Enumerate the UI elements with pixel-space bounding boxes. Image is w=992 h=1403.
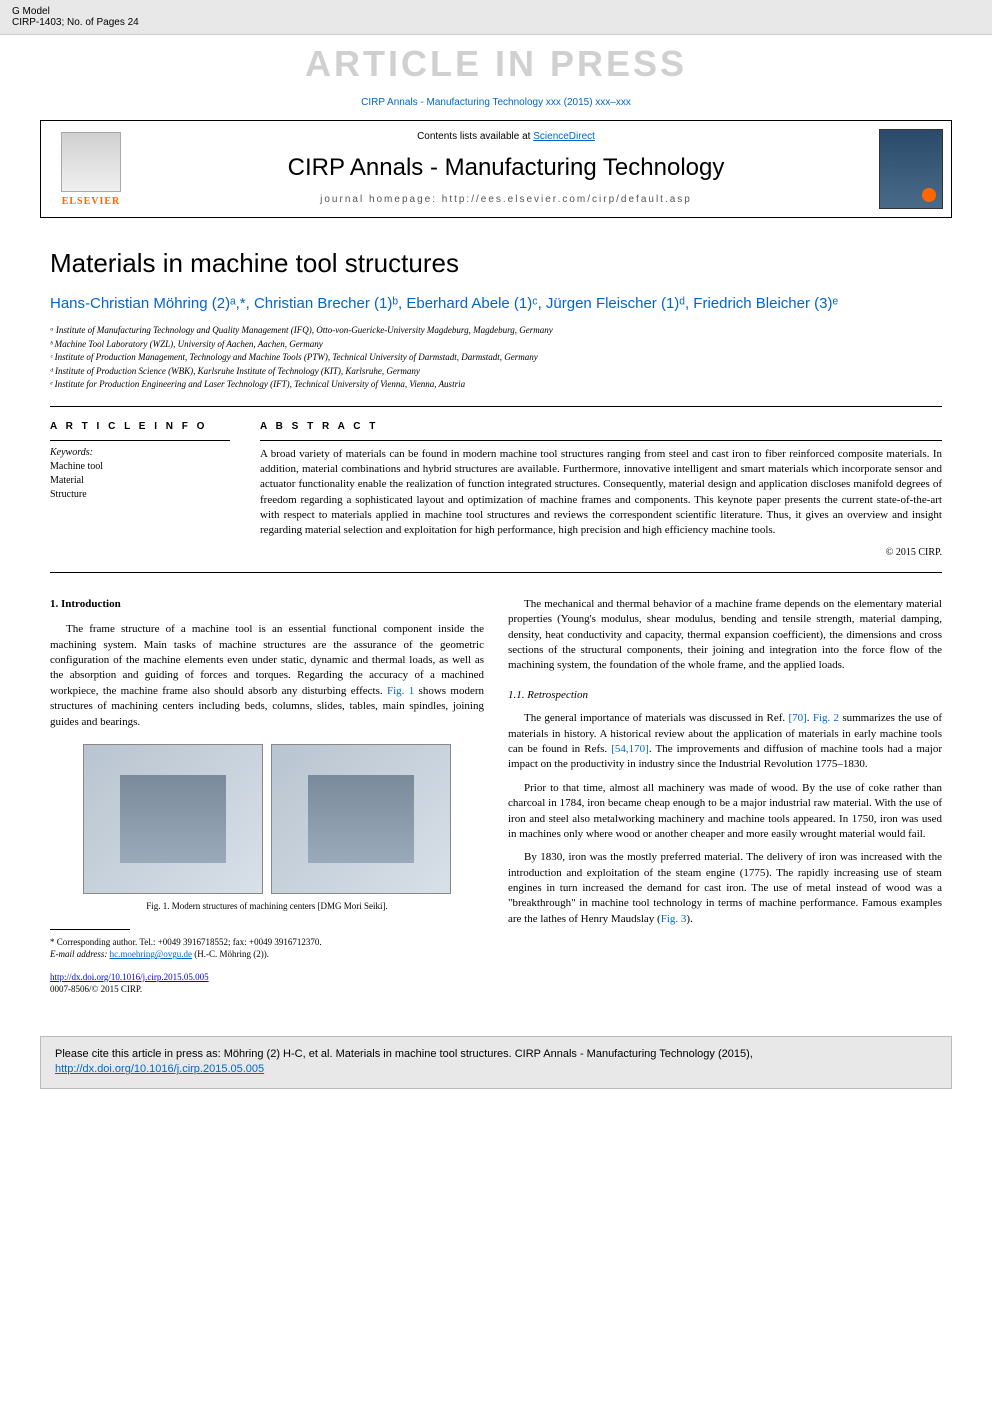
- retrospection-p2: Prior to that time, almost all machinery…: [508, 781, 942, 843]
- divider: [260, 440, 942, 441]
- doi-link: http://dx.doi.org/10.1016/j.cirp.2015.05…: [50, 971, 484, 984]
- g-model-label: G Model: [12, 6, 139, 17]
- abstract-head: A B S T R A C T: [260, 421, 942, 432]
- machine-render-icon: [308, 775, 415, 864]
- corresponding-footnote: * Corresponding author. Tel.: +0049 3916…: [50, 936, 484, 961]
- doi-url[interactable]: http://dx.doi.org/10.1016/j.cirp.2015.05…: [50, 972, 209, 982]
- figure-1-images: [50, 744, 484, 894]
- article-in-press-banner: ARTICLE IN PRESS: [0, 35, 992, 93]
- figure-1-caption: Fig. 1. Modern structures of machining c…: [50, 900, 484, 913]
- cite-doi-link[interactable]: http://dx.doi.org/10.1016/j.cirp.2015.05…: [55, 1063, 264, 1075]
- intro-paragraph: The frame structure of a machine tool is…: [50, 622, 484, 730]
- cover-badge-icon: [922, 188, 936, 202]
- email-tail: (H.-C. Möhring (2)).: [192, 949, 269, 959]
- article-info: A R T I C L E I N F O Keywords: Machine …: [50, 421, 230, 558]
- footnote-rule: [50, 929, 130, 930]
- issn-copyright: 0007-8506/© 2015 CIRP.: [50, 983, 484, 996]
- elsevier-tree-icon: [61, 132, 121, 192]
- figure-1-image-left: [83, 744, 263, 894]
- keywords-label: Keywords:: [50, 447, 230, 458]
- affiliation-b: ᵇ Machine Tool Laboratory (WZL), Univers…: [50, 338, 942, 352]
- keywords-list: Machine tool Material Structure: [50, 460, 230, 502]
- fig1-ref-link[interactable]: Fig. 1: [387, 685, 414, 697]
- divider: [50, 406, 942, 407]
- journal-center: Contents lists available at ScienceDirec…: [141, 121, 871, 217]
- elsevier-logo: ELSEVIER: [41, 121, 141, 217]
- cite-this-article-box: Please cite this article in press as: Mö…: [40, 1036, 952, 1089]
- affiliation-c: ᶜ Institute of Production Management, Te…: [50, 351, 942, 365]
- column-right: The mechanical and thermal behavior of a…: [508, 597, 942, 996]
- fig3-ref-link[interactable]: Fig. 3: [661, 913, 687, 925]
- keyword: Structure: [50, 488, 230, 502]
- email-link[interactable]: hc.moehring@ovgu.de: [110, 949, 192, 959]
- figure-1-image-right: [271, 744, 451, 894]
- figure-1: Fig. 1. Modern structures of machining c…: [50, 744, 484, 913]
- info-abstract-row: A R T I C L E I N F O Keywords: Machine …: [50, 421, 942, 558]
- affiliations: ᵃ Institute of Manufacturing Technology …: [50, 324, 942, 392]
- article-title: Materials in machine tool structures: [50, 248, 942, 279]
- author-list: Hans-Christian Möhring (2)ᵃ,*, Christian…: [50, 293, 942, 314]
- proof-top-bar: G Model CIRP-1403; No. of Pages 24: [0, 0, 992, 35]
- affiliation-e: ᵉ Institute for Production Engineering a…: [50, 378, 942, 392]
- sciencedirect-link[interactable]: ScienceDirect: [533, 131, 595, 142]
- fig2-ref-link[interactable]: Fig. 2: [813, 712, 839, 724]
- ref-70-link[interactable]: [70]: [788, 712, 806, 724]
- affiliation-a: ᵃ Institute of Manufacturing Technology …: [50, 324, 942, 338]
- abstract-text: A broad variety of materials can be foun…: [260, 447, 942, 539]
- ref-54-170-link[interactable]: [54,170]: [611, 743, 649, 755]
- section-1-head: 1. Introduction: [50, 597, 484, 612]
- affiliation-d: ᵈ Institute of Production Science (WBK),…: [50, 365, 942, 379]
- contents-available-line: Contents lists available at ScienceDirec…: [151, 131, 861, 142]
- email-label: E-mail address:: [50, 949, 110, 959]
- journal-homepage: journal homepage: http://ees.elsevier.co…: [151, 194, 861, 205]
- journal-name: CIRP Annals - Manufacturing Technology: [151, 154, 861, 182]
- machine-render-icon: [120, 775, 227, 864]
- article-info-head: A R T I C L E I N F O: [50, 421, 230, 432]
- column-left: 1. Introduction The frame structure of a…: [50, 597, 484, 996]
- cover-thumbnail: [879, 129, 943, 209]
- divider: [50, 440, 230, 441]
- journal-cover: [871, 121, 951, 217]
- contents-prefix: Contents lists available at: [417, 131, 533, 142]
- section-1-1-head: 1.1. Retrospection: [508, 688, 942, 703]
- header-citation: CIRP Annals - Manufacturing Technology x…: [0, 93, 992, 120]
- email-line: E-mail address: hc.moehring@ovgu.de (H.-…: [50, 948, 484, 961]
- retrospection-p1: The general importance of materials was …: [508, 711, 942, 773]
- abstract-copyright: © 2015 CIRP.: [260, 547, 942, 558]
- journal-header: ELSEVIER Contents lists available at Sci…: [40, 120, 952, 218]
- body-columns: 1. Introduction The frame structure of a…: [50, 597, 942, 996]
- abstract: A B S T R A C T A broad variety of mater…: [260, 421, 942, 558]
- keyword: Material: [50, 474, 230, 488]
- elsevier-text: ELSEVIER: [62, 196, 121, 207]
- frame-behavior-paragraph: The mechanical and thermal behavior of a…: [508, 597, 942, 674]
- corresponding-line: * Corresponding author. Tel.: +0049 3916…: [50, 936, 484, 949]
- divider: [50, 572, 942, 573]
- cite-text: Please cite this article in press as: Mö…: [55, 1048, 753, 1060]
- keyword: Machine tool: [50, 460, 230, 474]
- article-id: CIRP-1403; No. of Pages 24: [12, 17, 139, 28]
- retrospection-p3: By 1830, iron was the mostly preferred m…: [508, 850, 942, 927]
- article-content: Materials in machine tool structures Han…: [0, 218, 992, 1016]
